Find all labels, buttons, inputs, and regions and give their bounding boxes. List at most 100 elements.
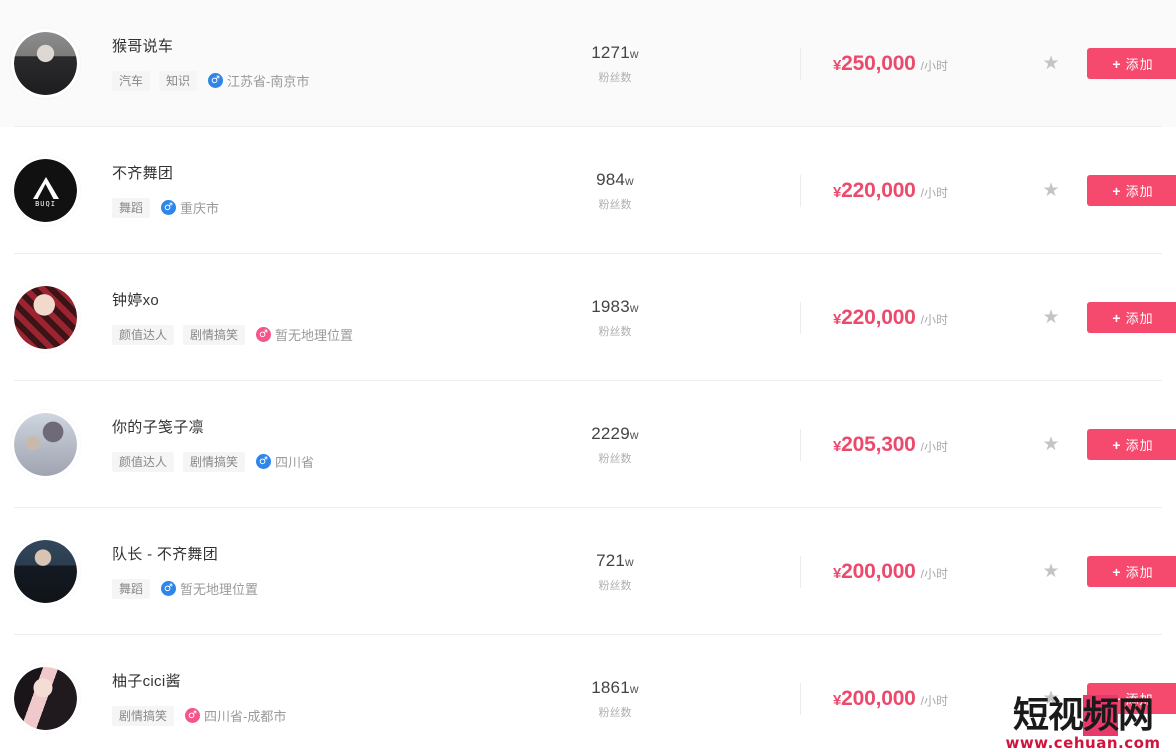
location-label: ♂ 四川省-成都市 <box>185 706 286 725</box>
fans-label: 粉丝数 <box>598 325 632 338</box>
add-button-label: 添加 <box>1125 311 1154 326</box>
meta-line: 舞蹈 ♂ 暂无地理位置 <box>112 578 259 599</box>
price-cell: ¥220,000/小时 <box>833 306 1023 330</box>
gender-female-icon: ♂ <box>185 708 201 723</box>
profile-cell[interactable]: 柚子cici酱 剧情搞笑 ♂ 四川省-成都市 <box>0 667 480 730</box>
category-tag[interactable]: 剧情搞笑 <box>112 705 175 726</box>
influencer-name[interactable]: 钟婷xo <box>112 291 160 309</box>
category-tag[interactable]: 颜值达人 <box>112 324 175 345</box>
influencer-row[interactable]: 队长 - 不齐舞团 舞蹈 ♂ 暂无地理位置 721w 粉丝数 ¥200,000/小时 ★ + 添加 <box>0 508 1176 635</box>
category-tag[interactable]: 舞蹈 <box>112 578 151 599</box>
add-cell[interactable]: + 添加 <box>1087 683 1176 714</box>
avatar[interactable] <box>14 413 77 476</box>
add-cell[interactable]: + 添加 <box>1087 175 1176 206</box>
category-tag[interactable]: 知识 <box>159 70 198 91</box>
influencer-row[interactable]: BUQI 不齐舞团 舞蹈 ♂ 重庆市 984w 粉丝数 ¥220,000/小时 ★ + 添加 <box>0 127 1176 254</box>
avatar-artwork <box>14 32 77 95</box>
currency-symbol: ¥ <box>833 56 842 74</box>
price-number: 200,000 <box>841 559 916 583</box>
favorite-cell[interactable]: ★ <box>1023 689 1079 708</box>
location-text: 暂无地理位置 <box>180 582 259 597</box>
avatar-artwork <box>14 667 77 730</box>
avatar[interactable] <box>14 32 77 95</box>
avatar-artwork <box>14 540 77 603</box>
add-button-label: 添加 <box>1125 565 1154 580</box>
favorite-cell[interactable]: ★ <box>1023 308 1079 327</box>
avatar[interactable] <box>14 667 77 730</box>
category-tag[interactable]: 剧情搞笑 <box>183 451 246 472</box>
price-number: 205,300 <box>841 432 916 456</box>
add-button[interactable]: + 添加 <box>1087 175 1176 206</box>
column-divider <box>800 301 801 334</box>
favorite-cell[interactable]: ★ <box>1023 562 1079 581</box>
category-tag[interactable]: 汽车 <box>112 70 151 91</box>
location-text: 重庆市 <box>180 201 220 216</box>
add-cell[interactable]: + 添加 <box>1087 429 1176 460</box>
price-amount: ¥200,000 <box>833 560 916 584</box>
add-button[interactable]: + 添加 <box>1087 48 1176 79</box>
influencer-row[interactable]: 猴哥说车 汽车 知识 ♂ 江苏省-南京市 1271w 粉丝数 ¥250,000/小时 ★ + 添加 <box>0 0 1176 127</box>
meta-line: 颜值达人 剧情搞笑 ♂ 四川省 <box>112 451 315 472</box>
row-separator <box>14 380 1162 381</box>
category-tag[interactable]: 舞蹈 <box>112 197 151 218</box>
star-icon[interactable]: ★ <box>1042 434 1060 455</box>
avatar[interactable] <box>14 540 77 603</box>
plus-icon: + <box>1112 55 1122 72</box>
fans-count-value: 721 <box>596 550 626 570</box>
profile-cell[interactable]: 钟婷xo 颜值达人 剧情搞笑 ♂ 暂无地理位置 <box>0 286 480 349</box>
favorite-cell[interactable]: ★ <box>1023 54 1079 73</box>
add-cell[interactable]: + 添加 <box>1087 556 1176 587</box>
influencer-row[interactable]: 钟婷xo 颜值达人 剧情搞笑 ♂ 暂无地理位置 1983w 粉丝数 ¥220,000/小时 ★ +… <box>0 254 1176 381</box>
add-button[interactable]: + 添加 <box>1087 556 1176 587</box>
influencer-row[interactable]: 你的子笺子凛 颜值达人 剧情搞笑 ♂ 四川省 2229w 粉丝数 ¥205,300/小时 ★ + 添… <box>0 381 1176 508</box>
add-button[interactable]: + 添加 <box>1087 683 1176 714</box>
avatar[interactable]: BUQI <box>14 159 77 222</box>
add-button[interactable]: + 添加 <box>1087 302 1176 333</box>
influencer-row[interactable]: 柚子cici酱 剧情搞笑 ♂ 四川省-成都市 1861w 粉丝数 ¥200,000/小时 ★ +… <box>0 635 1176 752</box>
location-text: 暂无地理位置 <box>275 328 354 343</box>
star-icon[interactable]: ★ <box>1042 307 1060 328</box>
price-number: 220,000 <box>841 305 916 329</box>
category-tag[interactable]: 颜值达人 <box>112 451 175 472</box>
location-text: 江苏省-南京市 <box>227 74 310 89</box>
add-button[interactable]: + 添加 <box>1087 429 1176 460</box>
profile-cell[interactable]: 队长 - 不齐舞团舞蹈 ♂ 暂无地理位置 <box>0 540 480 603</box>
price-number: 200,000 <box>841 686 916 710</box>
price-amount: ¥250,000 <box>833 52 916 76</box>
influencer-name[interactable]: 不齐舞团 <box>112 164 174 182</box>
star-icon[interactable]: ★ <box>1042 561 1060 582</box>
fans-count: 721w <box>530 551 700 571</box>
add-cell[interactable]: + 添加 <box>1087 302 1176 333</box>
row-separator <box>14 126 1162 127</box>
profile-cell[interactable]: BUQI 不齐舞团 舞蹈 ♂ 重庆市 <box>0 159 480 222</box>
influencer-name[interactable]: 你的子笺子凛 <box>112 418 204 436</box>
profile-cell[interactable]: 猴哥说车 汽车 知识 ♂ 江苏省-南京市 <box>0 32 480 95</box>
favorite-cell[interactable]: ★ <box>1023 435 1079 454</box>
column-divider <box>800 47 801 80</box>
fans-label: 粉丝数 <box>598 71 632 84</box>
category-tag[interactable]: 剧情搞笑 <box>183 324 246 345</box>
favorite-cell[interactable]: ★ <box>1023 181 1079 200</box>
price-unit: /小时 <box>920 185 949 200</box>
star-icon[interactable]: ★ <box>1042 180 1060 201</box>
currency-symbol: ¥ <box>833 183 842 201</box>
influencer-name[interactable]: 队长 - 不齐舞团 <box>112 545 219 563</box>
star-icon[interactable]: ★ <box>1042 688 1060 709</box>
plus-icon: + <box>1112 563 1122 580</box>
price-amount: ¥220,000 <box>833 306 916 330</box>
influencer-name[interactable]: 柚子cici酱 <box>112 672 181 690</box>
row-separator <box>14 253 1162 254</box>
price-unit: /小时 <box>920 566 949 581</box>
column-divider <box>800 682 801 715</box>
influencer-name[interactable]: 猴哥说车 <box>112 37 174 55</box>
add-cell[interactable]: + 添加 <box>1087 48 1176 79</box>
location-text: 四川省 <box>275 455 315 470</box>
avatar-artwork: BUQI <box>14 159 77 222</box>
price-unit: /小时 <box>920 439 949 454</box>
price-cell: ¥220,000/小时 <box>833 179 1023 203</box>
star-icon[interactable]: ★ <box>1042 53 1060 74</box>
avatar[interactable] <box>14 286 77 349</box>
plus-icon: + <box>1112 436 1122 453</box>
profile-cell[interactable]: 你的子笺子凛颜值达人 剧情搞笑 ♂ 四川省 <box>0 413 480 476</box>
